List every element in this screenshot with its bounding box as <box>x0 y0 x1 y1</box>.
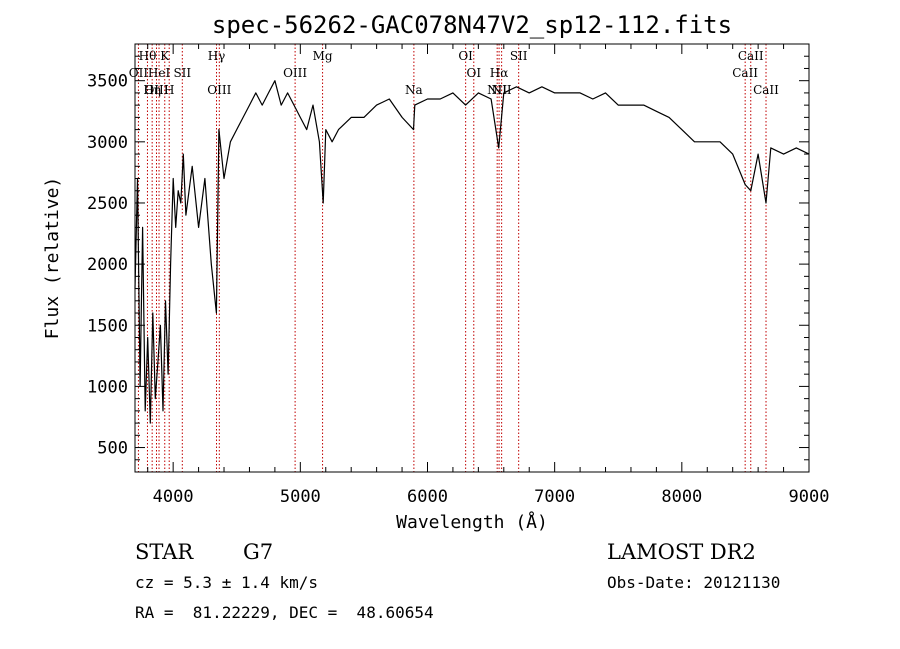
line-marker-label: Mg <box>313 49 333 63</box>
plot-frame <box>134 43 810 473</box>
line-marker-label: H <box>164 83 174 97</box>
y-tick-label: 2500 <box>87 194 128 214</box>
x-tick-label: 8000 <box>661 487 702 507</box>
y-tick-label: 2000 <box>87 255 128 275</box>
line-marker-label: Hθ <box>139 49 157 63</box>
spectrum-series <box>134 80 810 424</box>
line-marker-label: Hγ <box>208 49 226 63</box>
object-subclass: G7 <box>243 540 274 564</box>
line-markers <box>137 44 767 472</box>
x-tick-label: 4000 <box>153 487 194 507</box>
line-marker-label: OII <box>129 66 149 80</box>
line-marker-label: Hη <box>143 83 161 97</box>
line-marker-label: NII <box>487 83 507 97</box>
y-axis-ticks: 500 1000 1500 2000 2500 3000 3500 <box>87 55 809 461</box>
line-marker-label: Hα <box>490 66 509 80</box>
line-marker-label: CaII <box>753 83 779 97</box>
spectrum-chart: spec-56262-GAC078N47V2_sp12-112.fits Hθ K… <box>42 11 830 533</box>
x-axis-ticks: 4000 5000 6000 7000 8000 9000 <box>147 44 830 507</box>
redshift-cz: cz = 5.3 ± 1.4 km/s <box>135 573 319 592</box>
line-marker-label: OI <box>466 66 481 80</box>
y-tick-label: 1500 <box>87 316 128 336</box>
x-tick-label: 6000 <box>407 487 448 507</box>
line-marker-label: CaII <box>738 49 764 63</box>
line-marker-label: SII <box>173 66 191 80</box>
observation-date: Obs-Date: 20121130 <box>607 573 781 592</box>
line-marker-label: NII <box>492 83 512 97</box>
line-marker-label: K <box>160 49 170 63</box>
x-tick-label: 7000 <box>534 487 575 507</box>
ra-dec: RA = 81.22229, DEC = 48.60654 <box>135 603 434 622</box>
spectrum-line <box>134 80 810 424</box>
line-marker-label: CaII <box>732 66 758 80</box>
line-marker-label: OIII <box>207 83 231 97</box>
x-tick-label: 5000 <box>280 487 321 507</box>
y-tick-label: 500 <box>97 439 128 459</box>
y-axis-label: Flux (relative) <box>42 177 63 340</box>
x-axis-label: Wavelength (Å) <box>396 511 548 533</box>
chart-title: spec-56262-GAC078N47V2_sp12-112.fits <box>212 11 732 39</box>
y-tick-label: 1000 <box>87 377 128 397</box>
line-marker-label: Na <box>405 83 423 97</box>
line-marker-label: SII <box>510 49 528 63</box>
line-marker-label: OIII <box>283 66 307 80</box>
y-tick-label: 3000 <box>87 133 128 153</box>
y-tick-label: 3500 <box>87 72 128 92</box>
line-marker-label: HeI <box>148 66 171 80</box>
x-tick-label: 9000 <box>789 487 830 507</box>
line-marker-label: OIII <box>144 83 168 97</box>
line-marker-label: OI <box>458 49 473 63</box>
object-class: STAR <box>135 540 194 564</box>
data-release: LAMOST DR2 <box>607 540 756 564</box>
